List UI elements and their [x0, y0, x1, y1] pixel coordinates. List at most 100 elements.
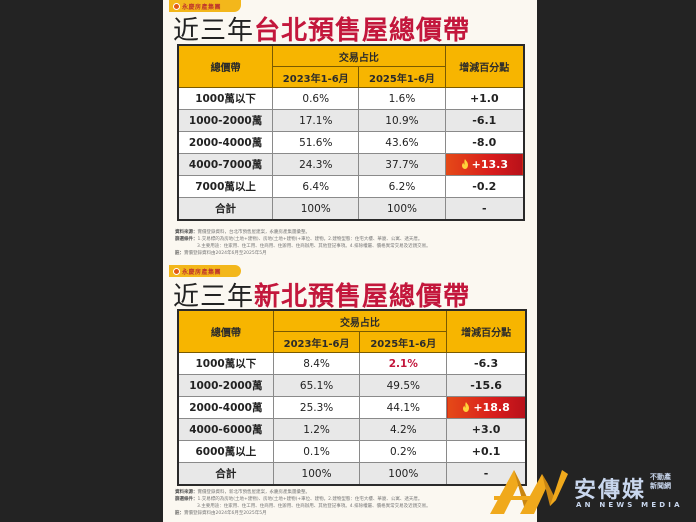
- share-2025-cell: 10.9%: [358, 109, 446, 132]
- watermark-name-en: AN NEWS MEDIA: [576, 501, 683, 509]
- band-cell: 合計: [177, 462, 274, 486]
- brand-tag-text: 永慶房產集團: [182, 3, 222, 11]
- header-2025: 2025年1-6月: [358, 66, 446, 88]
- price-band-table-new-taipei: 總價帶 交易占比 增減百分點 2023年1-6月 2025年1-6月 1000萬…: [177, 309, 527, 486]
- share-2023-cell: 1.2%: [272, 418, 361, 441]
- band-cell: 2000-4000萬: [177, 131, 274, 154]
- band-cell: 1000萬以下: [177, 352, 274, 375]
- table-row: 1000萬以下 8.4% 2.1% -6.3: [177, 352, 527, 375]
- table-row: 7000萬以上 6.4% 6.2% -0.2: [177, 175, 525, 198]
- title-main: 新北預售屋總價帶: [254, 281, 471, 312]
- table-row: 1000-2000萬 65.1% 49.5% -15.6: [177, 374, 527, 397]
- header-share: 交易占比: [272, 44, 446, 67]
- share-2023-cell: 8.4%: [272, 352, 361, 375]
- share-2023-cell: 51.6%: [272, 131, 360, 154]
- section-title: 近三年 台北預售屋總價帶: [173, 11, 471, 46]
- share-2023-cell: 0.1%: [272, 440, 361, 463]
- band-cell: 7000萬以上: [177, 175, 274, 198]
- table-row: 2000-4000萬 51.6% 43.6% -8.0: [177, 131, 525, 154]
- delta-cell: -: [444, 197, 525, 221]
- delta-value: +18.8: [473, 401, 510, 414]
- header-band: 總價帶: [177, 309, 274, 353]
- share-2023-cell: 24.3%: [272, 153, 360, 176]
- band-cell: 2000-4000萬: [177, 396, 274, 419]
- delta-cell: -8.0: [444, 131, 525, 154]
- note-source: 資料來源：實價登錄資料，新北市預售屋建案，永慶房產集團彙整。: [175, 490, 310, 495]
- delta-cell-highlight: +13.3: [444, 153, 525, 176]
- new-taipei-section: 永慶房產集團 近三年 新北預售屋總價帶 總價帶 交易占比 增減百分點 2023年…: [163, 262, 537, 522]
- flame-icon: [461, 159, 468, 169]
- table-row: 1000萬以下 0.6% 1.6% +1.0: [177, 87, 525, 110]
- title-main: 台北預售屋總價帶: [254, 15, 471, 46]
- table-row-total: 合計 100% 100% -: [177, 462, 527, 486]
- note-source: 資料來源：實價登錄資料，台北市預售屋建案，永慶房產集團彙整。: [175, 230, 310, 235]
- share-2025-cell: 100%: [359, 462, 448, 486]
- delta-value: +13.3: [471, 158, 508, 171]
- share-2023-cell: 6.4%: [272, 175, 360, 198]
- note-remark: 註：實價登錄資料由2024年6月至2025年5月: [175, 251, 267, 256]
- share-2025-cell: 0.2%: [359, 440, 448, 463]
- title-prefix: 近三年: [173, 281, 255, 312]
- band-cell: 4000-7000萬: [177, 153, 274, 176]
- band-cell: 4000-6000萬: [177, 418, 274, 441]
- price-band-table-taipei: 總價帶 交易占比 增減百分點 2023年1-6月 2025年1-6月 1000萬…: [177, 44, 525, 221]
- note-filter-cont: 3.主要用途：住家用、住工用、住商用、住辦用、住商辦用、其他登記事項。4.排除權…: [197, 244, 431, 249]
- note-filter-cont: 3.主要用途：住家用、住工用、住商用、住辦用、住商辦用、其他登記事項。4.排除權…: [197, 504, 431, 509]
- share-2025-cell: 100%: [358, 197, 446, 221]
- an-news-media-watermark: 安傳媒 不動產 新聞網 AN NEWS MEDIA: [490, 468, 696, 518]
- band-cell: 合計: [177, 197, 274, 221]
- brand-tag: 永慶房產集團: [169, 265, 241, 277]
- watermark-subtitle: 不動產 新聞網: [650, 473, 671, 490]
- header-delta: 增減百分點: [444, 44, 525, 88]
- note-filter: 篩選條件：1.交易標的為房地(土地+建物)、房地(土地+建物)+車位、建物。2.…: [175, 237, 423, 242]
- share-2023-cell: 100%: [272, 197, 360, 221]
- taipei-section: 永慶房產集團 近三年 台北預售屋總價帶 總價帶 交易占比 增減百分點 2023年…: [163, 0, 537, 258]
- flame-icon: [463, 402, 470, 412]
- share-2023-cell: 65.1%: [272, 374, 361, 397]
- brand-tag: 永慶房產集團: [169, 0, 241, 12]
- footnotes: 資料來源：實價登錄資料，台北市預售屋建案，永慶房產集團彙整。 篩選條件：1.交易…: [175, 229, 515, 257]
- delta-cell: -15.6: [446, 374, 527, 397]
- band-cell: 6000萬以上: [177, 440, 274, 463]
- table-row: 4000-7000萬 24.3% 37.7% +13.3: [177, 153, 525, 176]
- brand-logo-icon: [173, 2, 180, 10]
- band-cell: 1000-2000萬: [177, 109, 274, 132]
- share-2025-cell: 1.6%: [358, 87, 446, 110]
- share-2023-cell: 100%: [272, 462, 361, 486]
- section-title: 近三年 新北預售屋總價帶: [173, 277, 471, 312]
- share-2025-cell: 6.2%: [358, 175, 446, 198]
- table-row: 6000萬以上 0.1% 0.2% +0.1: [177, 440, 527, 463]
- watermark-name-cn: 安傳媒: [574, 477, 647, 503]
- share-2025-cell: 44.1%: [359, 396, 448, 419]
- share-2023-cell: 25.3%: [272, 396, 361, 419]
- delta-cell: -0.2: [444, 175, 525, 198]
- delta-cell: +3.0: [446, 418, 527, 441]
- header-2023: 2023年1-6月: [272, 331, 361, 353]
- header-share: 交易占比: [272, 309, 448, 332]
- header-2023: 2023年1-6月: [272, 66, 360, 88]
- share-2025-cell-highlight: 2.1%: [359, 352, 448, 375]
- header-delta: 增減百分點: [446, 309, 527, 353]
- table-row: 1000-2000萬 17.1% 10.9% -6.1: [177, 109, 525, 132]
- share-2025-cell: 43.6%: [358, 131, 446, 154]
- delta-cell: -6.1: [444, 109, 525, 132]
- infographic-card: 永慶房產集團 近三年 台北預售屋總價帶 總價帶 交易占比 增減百分點 2023年…: [163, 0, 537, 522]
- share-2025-cell: 4.2%: [359, 418, 448, 441]
- share-2023-cell: 17.1%: [272, 109, 360, 132]
- delta-cell: +0.1: [446, 440, 527, 463]
- title-prefix: 近三年: [173, 15, 255, 46]
- band-cell: 1000萬以下: [177, 87, 274, 110]
- delta-cell: +1.0: [444, 87, 525, 110]
- delta-cell-highlight: +18.8: [446, 396, 527, 419]
- share-2025-cell: 37.7%: [358, 153, 446, 176]
- an-logo-icon: [490, 470, 568, 514]
- table-row: 2000-4000萬 25.3% 44.1% +18.8: [177, 396, 527, 419]
- band-cell: 1000-2000萬: [177, 374, 274, 397]
- delta-cell: -6.3: [446, 352, 527, 375]
- brand-tag-text: 永慶房產集團: [182, 268, 222, 276]
- share-2025-cell: 49.5%: [359, 374, 448, 397]
- footnotes: 資料來源：實價登錄資料，新北市預售屋建案，永慶房產集團彙整。 篩選條件：1.交易…: [175, 489, 515, 517]
- note-remark: 註：實價登錄資料由2024年6月至2025年5月: [175, 511, 267, 516]
- brand-logo-icon: [173, 267, 180, 275]
- table-row-total: 合計 100% 100% -: [177, 197, 525, 221]
